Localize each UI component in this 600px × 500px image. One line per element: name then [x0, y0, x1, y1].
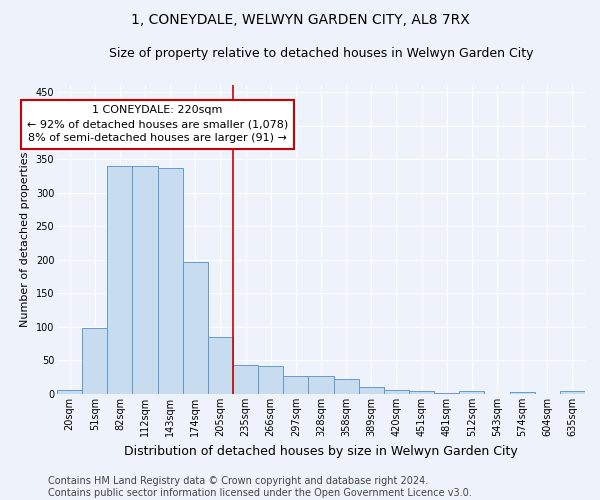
Bar: [82, 328, 107, 394]
Bar: [133, 166, 158, 394]
Bar: [560, 392, 585, 394]
Title: Size of property relative to detached houses in Welwyn Garden City: Size of property relative to detached ho…: [109, 48, 533, 60]
Bar: [459, 390, 484, 394]
Bar: [208, 337, 233, 394]
Bar: [57, 390, 82, 394]
Bar: [107, 166, 133, 394]
Bar: [509, 392, 535, 394]
Text: 1 CONEYDALE: 220sqm
← 92% of detached houses are smaller (1,078)
8% of semi-deta: 1 CONEYDALE: 220sqm ← 92% of detached ho…: [27, 106, 288, 144]
Bar: [158, 168, 183, 394]
Bar: [334, 378, 359, 394]
Bar: [233, 365, 258, 394]
Bar: [258, 366, 283, 394]
Bar: [359, 388, 384, 394]
Bar: [409, 392, 434, 394]
Text: 1, CONEYDALE, WELWYN GARDEN CITY, AL8 7RX: 1, CONEYDALE, WELWYN GARDEN CITY, AL8 7R…: [131, 12, 469, 26]
Bar: [308, 376, 334, 394]
Bar: [384, 390, 409, 394]
Bar: [183, 262, 208, 394]
X-axis label: Distribution of detached houses by size in Welwyn Garden City: Distribution of detached houses by size …: [124, 444, 518, 458]
Bar: [283, 376, 308, 394]
Text: Contains HM Land Registry data © Crown copyright and database right 2024.
Contai: Contains HM Land Registry data © Crown c…: [48, 476, 472, 498]
Y-axis label: Number of detached properties: Number of detached properties: [20, 152, 30, 328]
